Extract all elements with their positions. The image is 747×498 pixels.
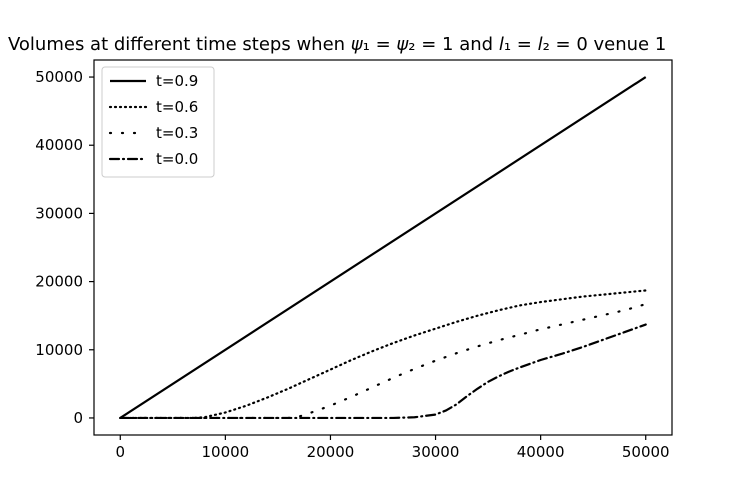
legend-label: t=0.0 bbox=[156, 150, 198, 168]
x-tick-label: 0 bbox=[115, 443, 125, 461]
x-tick-label: 50000 bbox=[622, 443, 670, 461]
series-line-t-0-6 bbox=[119, 289, 647, 420]
x-tick-label: 20000 bbox=[307, 443, 355, 461]
y-tick-label: 10000 bbox=[35, 341, 83, 359]
x-axis: 0 10000 20000 30000 40000 50000 bbox=[115, 435, 670, 461]
y-tick-label: 40000 bbox=[35, 136, 83, 154]
y-tick-label: 50000 bbox=[35, 68, 83, 86]
y-tick-label: 0 bbox=[73, 409, 83, 427]
x-tick-label: 10000 bbox=[202, 443, 250, 461]
series-layer bbox=[119, 76, 647, 420]
series-line-t-0-0 bbox=[119, 323, 647, 420]
legend-label: t=0.6 bbox=[156, 98, 198, 116]
y-tick-label: 30000 bbox=[35, 204, 83, 222]
legend: t=0.9 t=0.6 t=0.3 t=0.0 bbox=[101, 66, 215, 178]
plot-frame bbox=[93, 59, 673, 436]
series-line-t-0-9 bbox=[119, 76, 647, 419]
plot-area bbox=[93, 59, 673, 436]
series-line-t-0-3 bbox=[119, 302, 647, 420]
y-tick-label: 20000 bbox=[35, 273, 83, 291]
chart-title: Volumes at different time steps when ψ₁ … bbox=[8, 34, 666, 55]
legend-label: t=0.3 bbox=[156, 124, 198, 142]
x-tick-label: 30000 bbox=[412, 443, 460, 461]
y-axis: 0 10000 20000 30000 40000 50000 bbox=[35, 68, 94, 427]
legend-label: t=0.9 bbox=[156, 72, 198, 90]
legend-box bbox=[101, 66, 215, 178]
x-tick-label: 40000 bbox=[517, 443, 565, 461]
